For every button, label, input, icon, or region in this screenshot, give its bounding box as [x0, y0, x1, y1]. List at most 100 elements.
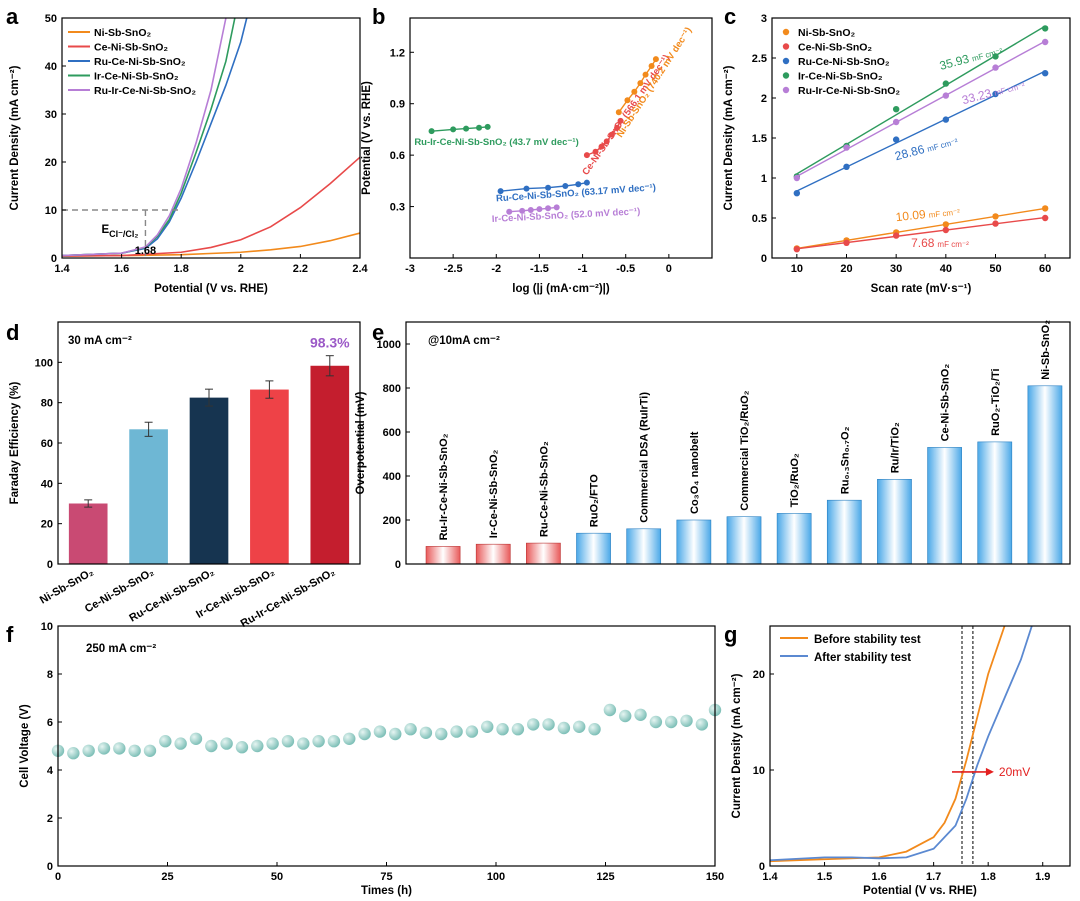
data-point-3 — [592, 148, 599, 155]
chart-a-ytick-label: 10 — [45, 205, 57, 217]
chart-g-ytick-label: 20 — [753, 669, 765, 681]
panel-label-f: f — [6, 622, 14, 647]
data-point-1 — [992, 220, 999, 227]
chart-d-ytick-label: 80 — [41, 398, 53, 410]
data-point-3 — [992, 53, 999, 60]
category-label-0: Ru-Ir-Ce-Ni-Sb-SnO₂ — [438, 433, 450, 540]
series-label-0: Ru-Ir-Ce-Ni-Sb-SnO₂ (43.7 mV dec⁻¹) — [414, 137, 578, 148]
chart-b-frame — [409, 17, 713, 259]
bar-3 — [576, 532, 611, 565]
chart-e-y-axis-title: Overpotential (mV) — [355, 391, 367, 494]
chart-f-xtick-label: 75 — [380, 871, 392, 883]
data-point — [82, 744, 95, 757]
legend-label-2: Ru-Ce-Ni-Sb-SnO₂ — [94, 56, 186, 68]
data-point-4 — [631, 88, 638, 95]
capacitance-value-1: 7.68 — [911, 236, 935, 250]
data-point-4 — [642, 71, 649, 78]
data-point — [327, 735, 341, 748]
data-point-3 — [892, 106, 900, 113]
legend-label-0: Before stability test — [814, 634, 921, 646]
legend-label-1: Ce-Ni-Sb-SnO₂ — [94, 42, 168, 54]
chart-g-frame — [769, 625, 1071, 867]
chart-f-ytick-label: 6 — [47, 717, 53, 729]
category-label-9: Ru/Ir/TiO₂ — [889, 422, 901, 473]
data-point — [450, 725, 463, 738]
chart-b-ytick-label: 0.9 — [390, 99, 405, 111]
chart-c-frame — [771, 17, 1071, 259]
fit-line-1 — [796, 216, 1046, 250]
bar-11 — [977, 441, 1013, 565]
chart-e-ytick-label: 400 — [383, 471, 401, 483]
chart-c-xtick-label: 50 — [989, 263, 1001, 275]
fit-line-0 — [796, 207, 1046, 250]
category-label-3: RuO₂/FTO — [589, 474, 601, 527]
chart-f-ytick-label: 4 — [47, 765, 54, 777]
data-point — [573, 720, 586, 733]
category-label-1: Ir-Ce-Ni-Sb-SnO₂ — [488, 449, 500, 538]
chart-c-xtick-label: 60 — [1039, 263, 1051, 275]
data-point — [373, 725, 387, 738]
chart-a-xtick-label: 1.8 — [174, 263, 189, 275]
extra-tick-label: 1.68 — [135, 245, 156, 257]
data-point-4 — [648, 63, 655, 69]
bar-1 — [129, 429, 168, 564]
data-point — [465, 725, 479, 738]
chart-a-xtick-label: 2.4 — [352, 263, 368, 275]
data-point-1 — [843, 239, 850, 246]
chart-b-ytick-label: 1.2 — [390, 47, 405, 59]
chart-title: 250 mA cm⁻² — [86, 643, 156, 655]
chart-b-xtick-label: -0.5 — [616, 263, 635, 275]
capacitance-label-2: 28.86mF cm⁻² — [893, 133, 959, 163]
chart-a-ytick-label: 20 — [45, 157, 57, 169]
capacitance-value-0: 10.09 — [895, 207, 927, 224]
chart-e: Ru-Ir-Ce-Ni-Sb-SnO₂ Ir-Ce-Ni-Sb-SnO₂ Ru-Ce… — [355, 320, 1071, 571]
data-point-2 — [506, 208, 513, 215]
capacitance-value-3: 35.93 — [938, 52, 971, 73]
chart-b-x-axis-title: log (|j (mA·cm⁻²)|) — [512, 283, 610, 295]
annotation-e: ECl⁻/Cl₂ — [101, 224, 138, 239]
chart-a-frame — [61, 17, 361, 259]
legend-label-0: Ni-Sb-SnO₂ — [94, 27, 151, 39]
data-point-1 — [523, 185, 530, 192]
bar-2 — [189, 397, 229, 564]
series-label-2: Ir-Ce-Ni-Sb-SnO₂ (52.0 mV dec⁻¹) — [492, 206, 641, 225]
shift-arrow-head — [985, 767, 994, 776]
data-point-3 — [942, 80, 950, 87]
series-label-4: Ni-Sb-SnO₂ (740.2 mV dec⁻¹) — [615, 25, 695, 139]
chart-f-ytick-label: 10 — [41, 621, 53, 633]
data-point-4 — [1041, 38, 1049, 46]
chart-f-xtick-label: 100 — [487, 871, 505, 883]
data-point — [128, 744, 141, 757]
data-point — [603, 703, 617, 717]
line-4 — [61, 17, 227, 257]
bar-4 — [626, 528, 662, 565]
bar-9 — [877, 478, 912, 565]
category-label-12: Ni-Sb-SnO₂ — [1040, 320, 1052, 380]
chart-e-ytick-label: 0 — [395, 559, 401, 571]
chart-f-x-axis-title: Times (h) — [361, 885, 412, 897]
chart-g-xtick-label: 1.7 — [926, 871, 941, 883]
chart-f-xtick-label: 25 — [161, 871, 173, 883]
data-point-0 — [463, 125, 470, 132]
chart-a-ytick-label: 0 — [51, 253, 57, 265]
category-label-0: Ni-Sb-SnO₂ — [38, 566, 96, 606]
chart-a-ytick-label: 40 — [45, 61, 57, 73]
chart-f-xtick-label: 125 — [596, 871, 614, 883]
data-point-0 — [992, 213, 999, 220]
chart-f-ytick-label: 0 — [47, 861, 53, 873]
chart-c-ytick-label: 2.5 — [752, 53, 767, 65]
data-point-1 — [793, 246, 801, 253]
line-1 — [769, 625, 1033, 862]
panel-label-c: c — [724, 4, 736, 29]
data-point — [481, 720, 494, 733]
data-point-3 — [1041, 25, 1049, 32]
panel-label-a: a — [6, 4, 19, 29]
bar-5 — [676, 519, 712, 565]
capacitance-unit-4: mF cm⁻² — [993, 81, 1026, 98]
bar-7 — [776, 513, 812, 565]
legend-label-4: Ru-Ir-Ce-Ni-Sb-SnO₂ — [94, 85, 196, 97]
legend-label-0: Ni-Sb-SnO₂ — [798, 27, 855, 39]
data-point — [205, 739, 218, 753]
data-point-4 — [992, 64, 999, 71]
chart-d-y-axis-title: Faraday Efficiency (%) — [9, 381, 21, 504]
